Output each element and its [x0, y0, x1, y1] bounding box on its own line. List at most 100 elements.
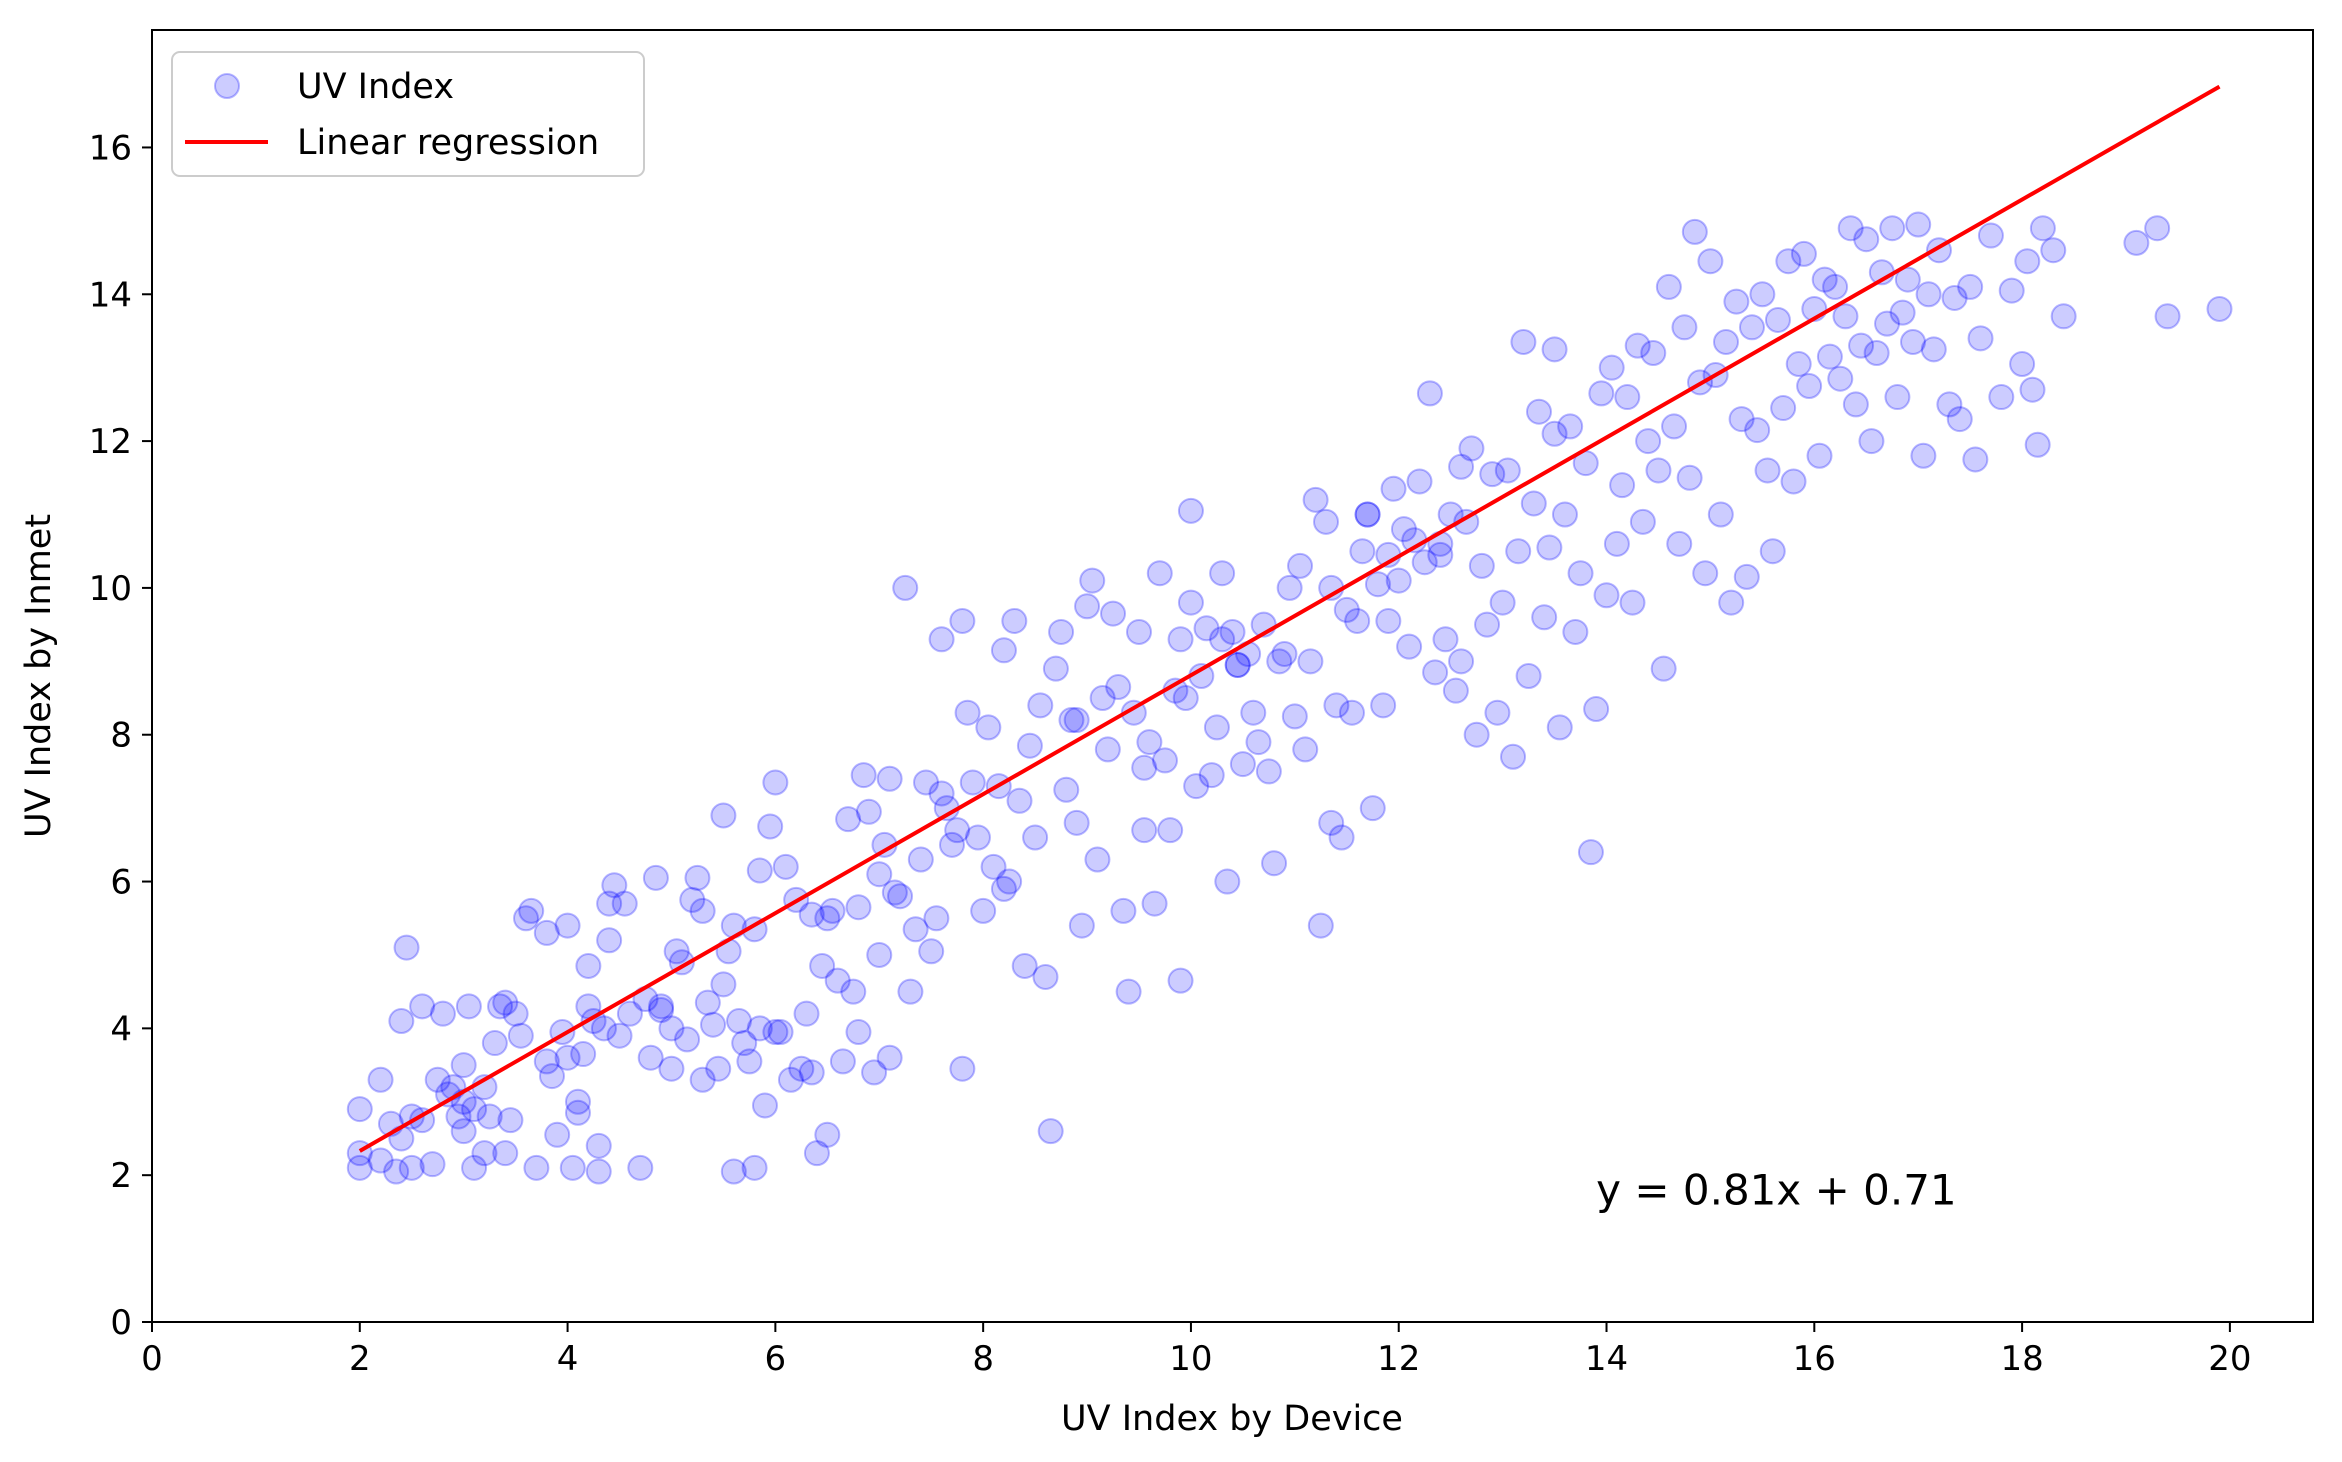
data-point — [1603, 530, 1630, 557]
data-point — [367, 1066, 394, 1093]
data-point — [990, 875, 1017, 902]
data-point — [1759, 538, 1786, 565]
data-point — [694, 989, 721, 1016]
data-point — [928, 780, 955, 807]
data-point — [964, 824, 991, 851]
data-point — [1110, 897, 1137, 924]
data-point — [1068, 912, 1095, 939]
data-point — [523, 1154, 550, 1181]
data-point — [762, 769, 789, 796]
data-point — [1375, 607, 1402, 634]
data-point — [1172, 685, 1199, 712]
data-point — [1209, 560, 1236, 587]
data-point — [611, 890, 638, 917]
data-point — [850, 762, 877, 789]
data-point — [1962, 446, 1989, 473]
data-point — [1198, 762, 1225, 789]
data-point — [1884, 384, 1911, 411]
data-point — [1442, 677, 1469, 704]
data-point — [1910, 442, 1937, 469]
data-point — [674, 1026, 701, 1053]
data-point — [1562, 618, 1589, 645]
x-axis-label: UV Index by Device — [1061, 1399, 1403, 1439]
data-point — [1209, 626, 1236, 653]
y-tick-label: 14 — [89, 275, 132, 315]
data-point — [2040, 237, 2067, 264]
data-point — [450, 1052, 477, 1079]
data-point — [1957, 273, 1984, 300]
data-point — [1131, 817, 1158, 844]
data-point — [1728, 406, 1755, 433]
data-point — [949, 1055, 976, 1082]
data-point — [1167, 626, 1194, 653]
data-point — [1292, 736, 1319, 763]
data-point — [518, 897, 545, 924]
data-point — [616, 1000, 643, 1027]
data-point — [658, 1015, 685, 1042]
data-point — [1105, 674, 1132, 701]
data-point — [824, 967, 851, 994]
data-point — [1946, 406, 1973, 433]
data-point — [1723, 288, 1750, 315]
data-point — [710, 802, 737, 829]
data-point — [829, 1048, 856, 1075]
data-point — [554, 1044, 581, 1071]
data-point — [1203, 714, 1230, 741]
data-point — [928, 626, 955, 653]
data-point — [1115, 978, 1142, 1005]
data-point — [575, 952, 602, 979]
data-point — [1416, 380, 1443, 407]
data-point — [1006, 787, 1033, 814]
data-point — [705, 1055, 732, 1082]
data-point — [1240, 699, 1267, 726]
y-tick-label: 4 — [110, 1009, 132, 1049]
data-point — [1131, 754, 1158, 781]
y-axis-label: UV Index by Inmet — [19, 514, 59, 838]
data-point — [429, 1000, 456, 1027]
data-point — [840, 978, 867, 1005]
data-point — [1151, 747, 1178, 774]
data-point — [1692, 560, 1719, 587]
data-point — [471, 1140, 498, 1167]
data-point — [1406, 468, 1433, 495]
data-point — [1432, 626, 1459, 653]
data-point — [1448, 648, 1475, 675]
data-point — [923, 905, 950, 932]
data-point — [798, 901, 825, 928]
data-point — [1988, 384, 2015, 411]
x-axis-ticks: 0 2 4 6 8 10 12 14 16 18 20 — [141, 1322, 2252, 1379]
data-point — [907, 846, 934, 873]
data-point — [1141, 890, 1168, 917]
data-point — [1380, 475, 1407, 502]
data-point — [585, 1158, 612, 1185]
x-tick-label: 16 — [1793, 1339, 1836, 1379]
data-point — [1629, 508, 1656, 535]
data-point — [1671, 314, 1698, 341]
data-point — [1183, 773, 1210, 800]
data-point — [777, 1066, 804, 1093]
data-point — [1136, 729, 1163, 756]
data-point — [1811, 266, 1838, 293]
data-point — [1287, 552, 1314, 579]
data-point — [627, 1154, 654, 1181]
data-point — [1977, 222, 2004, 249]
data-point — [1261, 850, 1288, 877]
data-point — [1359, 795, 1386, 822]
data-point — [1011, 952, 1038, 979]
data-point — [1707, 501, 1734, 528]
y-tick-label: 2 — [110, 1156, 132, 1196]
data-point — [726, 1008, 753, 1035]
data-point — [1385, 567, 1412, 594]
data-point — [2009, 351, 2036, 378]
data-point — [1863, 340, 1890, 366]
data-point — [1427, 541, 1454, 568]
data-point — [835, 806, 862, 833]
data-point — [1125, 618, 1152, 645]
data-point — [1157, 817, 1184, 844]
data-point — [1853, 226, 1880, 253]
data-point — [1271, 640, 1298, 667]
data-point — [980, 853, 1007, 880]
legend-label-uv-index: UV Index — [297, 67, 454, 107]
